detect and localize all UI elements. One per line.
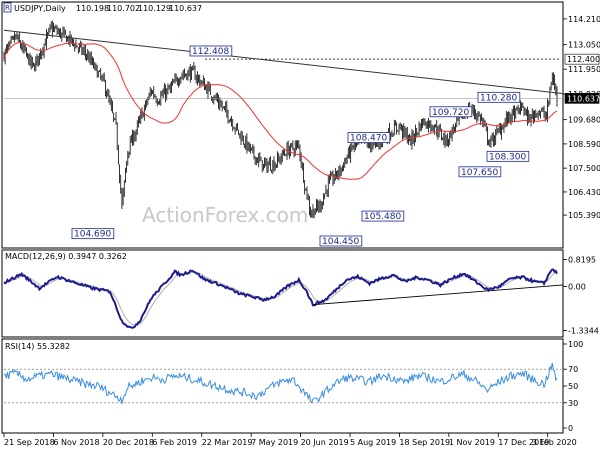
annotation-box <box>71 228 115 240</box>
annotation-label: 104.450 <box>322 237 359 247</box>
price-annotations: 112.408 104.690 108.470 105.480 104.450 109.7… <box>71 45 530 247</box>
moving-average-line <box>3 41 558 180</box>
y-tick-label: 108.590 <box>568 140 600 149</box>
price-axis: 114.210113.050111.950110.830109.680108.5… <box>563 15 600 220</box>
svg-text:R: R <box>5 4 10 12</box>
ohlc-low: 110.129 <box>138 4 171 13</box>
ohlc-open: 110.198 <box>76 4 109 13</box>
x-tick-label: 7 May 2019 <box>251 438 298 447</box>
macd-y-tick-label: -1.3344 <box>568 327 599 336</box>
y-tick-label: 107.500 <box>568 164 600 173</box>
x-tick-label: 1 Nov 2019 <box>449 438 495 447</box>
rsi-line <box>3 362 558 404</box>
annotation-box <box>319 235 363 247</box>
annotation-label: 104.690 <box>74 230 111 240</box>
annotation-label: 110.280 <box>480 93 517 103</box>
current-price-label-box <box>564 93 600 104</box>
annotation-box <box>347 132 391 143</box>
ohlc-close: 110.637 <box>169 4 202 13</box>
macd-header: MACD(12,26,9) 0.3947 0.3262 <box>5 252 127 261</box>
macd-line <box>3 268 558 329</box>
price-panel-frame <box>1 1 564 249</box>
y-tick-label: 113.050 <box>568 41 600 50</box>
macd-y-tick-label: 0.00 <box>568 283 586 292</box>
rsi-y-tick-label: 70 <box>568 365 578 374</box>
annotation-label: 108.470 <box>350 134 387 144</box>
current-price-label: 110.637 <box>567 94 600 103</box>
annotation-box <box>361 210 405 222</box>
annotation-box <box>477 91 521 103</box>
rsi-y-tick-label: 100 <box>568 340 583 349</box>
rsi-series: 100 70 50 30 0 <box>3 340 583 433</box>
ohlc-high: 110.702 <box>107 4 140 13</box>
x-tick-label: 17 Dec 2019 <box>498 438 549 447</box>
symbol-title: USDJPY,Daily <box>14 4 66 13</box>
macd-trend-line <box>312 284 564 306</box>
x-tick-label: 20 Jun 2019 <box>301 438 349 447</box>
x-tick-label: 20 Dec 2018 <box>103 438 154 447</box>
x-tick-label: 22 Mar 2019 <box>202 438 253 447</box>
y-tick-label: 114.210 <box>568 15 600 24</box>
resistance-label: 112.400 <box>567 55 600 64</box>
annotation-box <box>458 166 502 178</box>
annotation-label: 112.408 <box>192 47 229 57</box>
x-tick-label: 18 Sep 2019 <box>399 438 450 447</box>
annotation-label: 105.480 <box>364 212 401 222</box>
x-tick-label: 3 Feb 2020 <box>532 438 577 447</box>
x-tick-label: 6 Feb 2019 <box>152 438 197 447</box>
y-tick-label: 111.950 <box>568 65 600 74</box>
annotation-label: 107.650 <box>461 168 498 178</box>
annotation-box <box>189 45 233 57</box>
x-tick-label: 6 Nov 2018 <box>53 438 99 447</box>
x-tick-label: 21 Sep 2018 <box>4 438 55 447</box>
price-header: R USDJPY,Daily 110.198 110.702 110.129 1… <box>3 2 202 13</box>
y-tick-label: 109.680 <box>568 116 600 125</box>
watermark: ActionForex.com <box>142 203 308 227</box>
y-tick-label: 106.430 <box>568 188 600 197</box>
price-series <box>3 20 564 219</box>
trend-line <box>3 29 564 95</box>
macd-y-tick-label: 0.8195 <box>568 256 596 265</box>
x-tick-label: 5 Aug 2019 <box>350 438 396 447</box>
rsi-header: RSI(14) 55.3282 <box>5 342 70 351</box>
macd-series: 0.8195 0.00 -1.3344 <box>3 256 599 336</box>
rsi-y-tick-label: 30 <box>568 399 578 408</box>
resistance-label-box <box>564 53 600 65</box>
annotation-label: 109.720 <box>432 108 469 118</box>
y-tick-label: 105.390 <box>568 211 600 220</box>
rsi-panel-frame <box>1 338 564 434</box>
annotation-box <box>486 150 530 162</box>
annotation-label: 108.300 <box>489 152 526 162</box>
rsi-y-tick-label: 50 <box>568 382 578 391</box>
annotation-box <box>429 106 473 118</box>
rsi-y-tick-label: 0 <box>568 424 573 433</box>
